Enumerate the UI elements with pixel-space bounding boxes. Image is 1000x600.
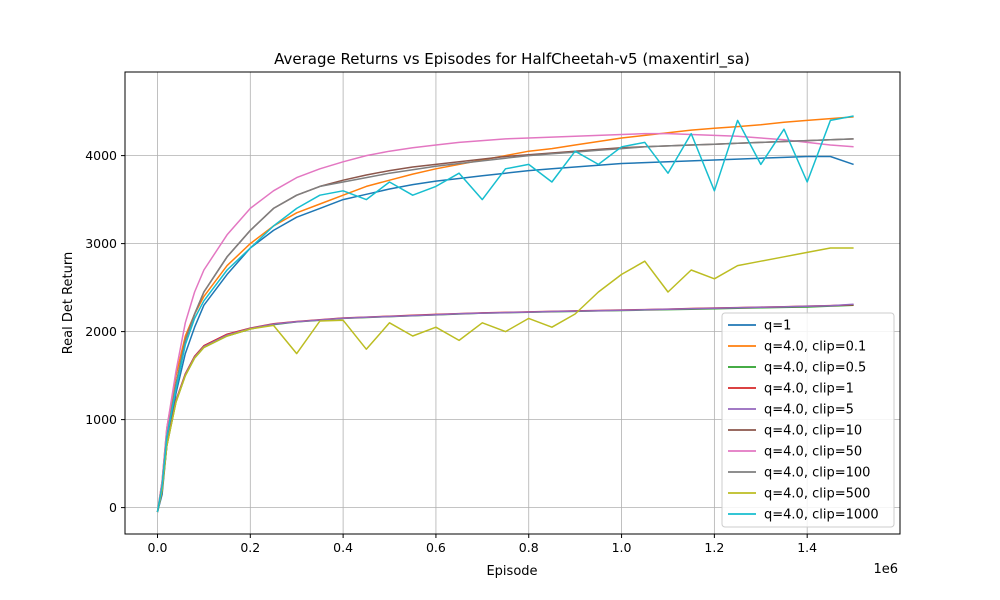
legend-label: q=4.0, clip=500	[764, 487, 870, 502]
series-line	[156, 132, 854, 513]
series-line	[156, 115, 854, 513]
legend: q=1 q=4.0, clip=0.1 q=4.0, clip=0.5 q=4.0, …	[721, 312, 895, 528]
chart-title: Average Returns vs Episodes for HalfChee…	[274, 50, 750, 69]
plot-frame	[124, 71, 901, 535]
legend-label: q=4.0, clip=1	[764, 382, 854, 397]
legend-label: q=4.0, clip=10	[764, 424, 862, 439]
legend-label: q=4.0, clip=1000	[764, 508, 879, 523]
series-line	[156, 116, 854, 513]
series-layer	[156, 115, 854, 513]
legend-label: q=4.0, clip=0.1	[764, 340, 866, 355]
x-tick-label: 0.4	[333, 540, 353, 555]
x-tick-label: 0.6	[426, 540, 446, 555]
y-tick-label: 0	[109, 500, 117, 515]
series-line	[156, 247, 854, 513]
legend-label: q=1	[764, 319, 791, 334]
x-axis-label: Episode	[486, 564, 537, 579]
y-tick-label: 1000	[85, 412, 117, 427]
x-tick-label: 1.4	[797, 540, 817, 555]
legend-label: q=4.0, clip=5	[764, 403, 854, 418]
legend-label: q=4.0, clip=50	[764, 445, 862, 460]
series-line	[156, 155, 854, 513]
x-tick-label: 1.2	[704, 540, 724, 555]
y-tick-label: 4000	[85, 148, 117, 163]
legend-box	[721, 312, 895, 528]
y-tick-label: 3000	[85, 236, 117, 251]
legend-label: q=4.0, clip=100	[764, 466, 870, 481]
x-ticks: 0.0 0.2 0.4 0.6 0.8 1.0 1.2 1.4	[148, 534, 817, 555]
x-tick-label: 0.8	[519, 540, 539, 555]
legend-label: q=4.0, clip=0.5	[764, 361, 866, 376]
y-tick-label: 2000	[85, 324, 117, 339]
x-tick-label: 0.2	[240, 540, 260, 555]
x-tick-label: 0.0	[148, 540, 168, 555]
y-ticks: 0 1000 2000 3000 4000	[85, 148, 125, 515]
y-axis-label: Real Det Return	[61, 252, 76, 355]
series-line	[156, 138, 854, 513]
x-tick-label: 1.0	[612, 540, 632, 555]
x-offset-label: 1e6	[873, 562, 898, 577]
